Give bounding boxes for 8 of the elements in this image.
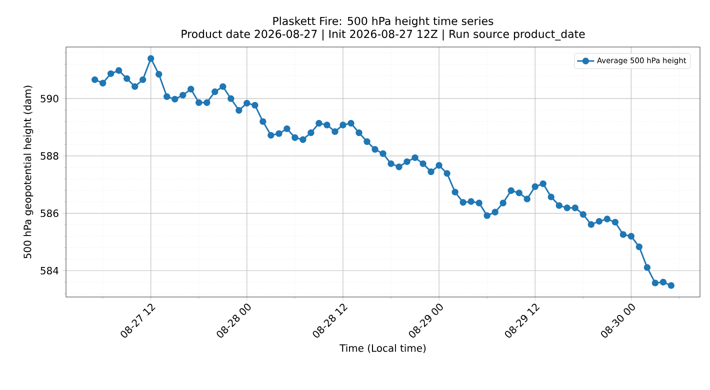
chart-subtitle: Product date 2026-08-27 | Init 2026-08-27 12Z | Run source product_date: [182, 30, 585, 40]
y-tick-label: 584: [40, 266, 58, 274]
y-tick-label: 588: [40, 152, 58, 160]
chart-title: Plaskett Fire: 500 hPa height time series: [273, 16, 494, 28]
y-axis-title: 500 hPa geopotential height (dam): [23, 86, 34, 258]
y-tick-label: 590: [40, 94, 58, 102]
x-axis-title: Time (Local time): [340, 344, 426, 354]
y-tick-label: 586: [40, 210, 58, 218]
